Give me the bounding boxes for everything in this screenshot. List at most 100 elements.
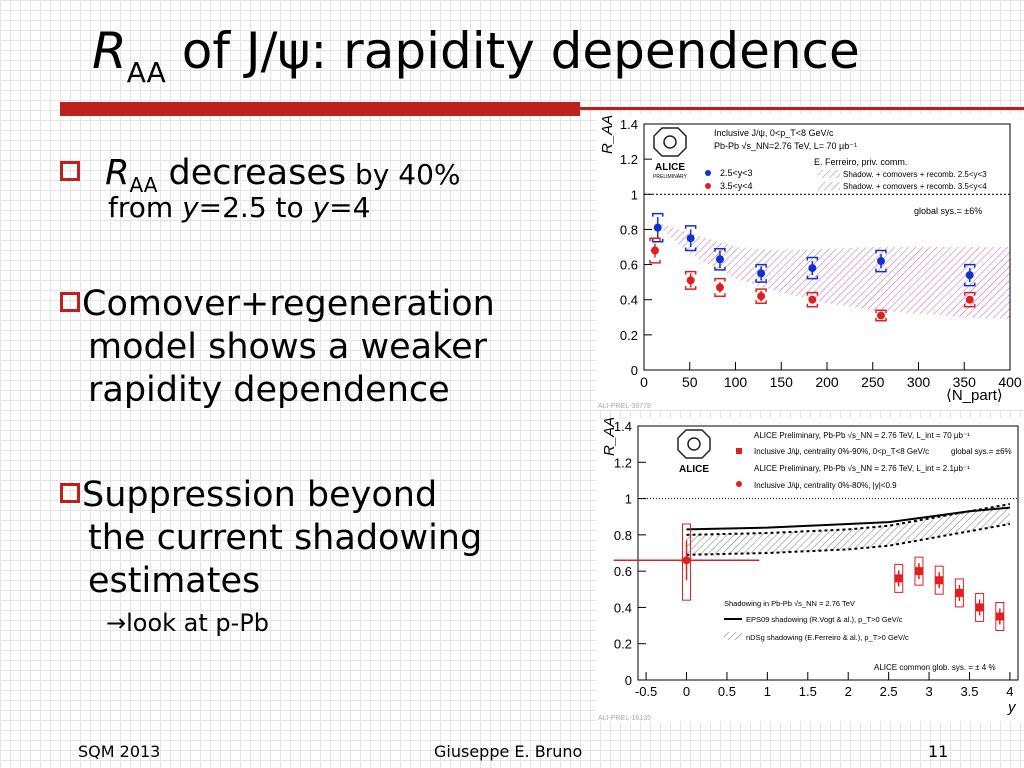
bullet-2-line3: rapidity dependence xyxy=(88,370,450,410)
sys-bracket xyxy=(684,225,697,252)
alice-logo-icon xyxy=(653,127,687,157)
alice-logo-inner-icon xyxy=(687,437,701,451)
ndsg-lower xyxy=(686,522,1011,556)
x-tick-label: 4 xyxy=(1006,684,1013,699)
sys-bracket xyxy=(875,309,887,322)
bullet-3-line3: estimates xyxy=(88,561,261,601)
legend-model-2: Shadow. + comovers + recomb. 3.5<y<4 xyxy=(843,182,987,191)
y-tick-label: 0.2 xyxy=(614,637,632,652)
data-point xyxy=(808,295,817,304)
plot-frame xyxy=(637,425,1019,681)
y-tick-label: 0.8 xyxy=(620,222,638,237)
legend-header-2: Pb-Pb √s_NN=2.76 TeV, L= 70 μb⁻¹ xyxy=(714,141,857,151)
legend-marker-circle xyxy=(736,481,742,487)
sys-bracket xyxy=(684,270,697,290)
x-tick-label: 0 xyxy=(683,684,690,699)
bullet-1-sub: AA xyxy=(129,173,158,197)
data-point xyxy=(914,567,923,576)
x-tick-label: 0 xyxy=(640,374,648,390)
x-tick-label: 150 xyxy=(770,374,794,390)
x-tick-label: 2 xyxy=(845,684,852,699)
bullet-1-line2: from y=2.5 to y=4 xyxy=(108,190,370,226)
data-point xyxy=(686,276,695,285)
checkbox-bullet-icon xyxy=(60,292,80,312)
legend-model-1: Shadow. + comovers + recomb. 2.5<y<3 xyxy=(843,170,987,179)
y-axis-label: R_AA xyxy=(601,418,618,456)
data-point xyxy=(715,255,724,264)
title-underline-bar xyxy=(60,102,580,116)
y-tick-label: 1.2 xyxy=(614,455,632,470)
x-axis-label: ⟨N_part⟩ xyxy=(946,387,1003,404)
legend-header-1: Inclusive J/ψ, 0<p_T<8 GeV/c xyxy=(714,128,834,138)
bullet-1-end: =4 xyxy=(329,191,371,224)
bullet-3: Suppression beyond the current shadowing… xyxy=(60,474,482,603)
title-rest: of J/ψ: rapidity dependence xyxy=(165,22,860,80)
y-tick-label: 1 xyxy=(625,492,632,507)
data-point xyxy=(808,264,817,273)
bullet-3-line1: Suppression beyond xyxy=(82,475,438,515)
x-tick-label: 2.5 xyxy=(880,684,898,699)
bullet-1-r: R xyxy=(105,153,130,193)
x-tick-label: 1 xyxy=(764,684,771,699)
ndsg-band xyxy=(686,504,1010,555)
alice-logo-icon xyxy=(677,429,711,459)
y-tick-label: 0.2 xyxy=(620,328,638,343)
y-tick-label: 0.4 xyxy=(614,600,632,615)
footer-page-number: 11 xyxy=(928,742,949,761)
x-tick-label: 1.5 xyxy=(799,684,817,699)
bullet-1-text: decreases xyxy=(157,153,347,193)
data-point xyxy=(682,556,691,565)
plot-1-svg: 0 0.2 0.4 0.6 0.8 1 1.2 1.4 0 50 100 150 200 250 300 35… xyxy=(598,115,1022,410)
alice-logo-text: ALICE xyxy=(655,162,685,173)
sys-bracket xyxy=(875,249,887,273)
x-tick-label: -0.5 xyxy=(635,684,657,699)
footer-author: Giuseppe E. Bruno xyxy=(434,742,583,761)
x-tick-label: 3 xyxy=(925,684,932,699)
legend-l4: Inclusive J/ψ, centrality 0%-80%, |y|<0.… xyxy=(754,481,897,490)
y-tick-label: 0.4 xyxy=(620,293,638,308)
sys-box xyxy=(682,523,692,601)
checkbox-bullet-icon xyxy=(60,483,80,503)
data-point xyxy=(965,295,974,304)
data-point xyxy=(757,269,766,278)
bullet-1-amount: by 40% xyxy=(346,158,461,191)
sys-bracket xyxy=(714,277,726,297)
plot-2-svg: 00.20.40.60.811.21.4-0.5 0 0.5 1 1.5 2 2.5 3 3.5… xyxy=(598,417,1019,722)
bullet-1: RAA decreases by 40% xyxy=(60,152,461,207)
x-tick-label: 0.5 xyxy=(718,684,736,699)
title-underline-line xyxy=(580,107,1024,110)
y-tick-label: 1.4 xyxy=(620,117,638,132)
data-point xyxy=(757,292,766,301)
alice-logo-inner-icon xyxy=(663,135,677,149)
data-point xyxy=(653,223,662,232)
y-tick-label: 1.4 xyxy=(614,419,632,434)
legend-common-sys: ALICE common glob. sys. = ± 4 % xyxy=(874,663,996,672)
data-point xyxy=(650,246,659,255)
legend-marker-blue xyxy=(705,170,711,176)
sys-bracket xyxy=(755,288,767,304)
data-point xyxy=(876,311,885,320)
title-r: R xyxy=(92,22,127,80)
data-point xyxy=(975,603,984,612)
legend-shadow-title: Shadowing in Pb-Pb √s_NN = 2.76 TeV xyxy=(724,599,855,608)
legend-ndsg-swatch xyxy=(724,632,742,640)
slide-title: RAA of J/ψ: rapidity dependence xyxy=(92,22,860,89)
y-tick-label: 1 xyxy=(631,187,638,202)
data-point xyxy=(876,257,885,266)
footer-conference: SQM 2013 xyxy=(78,742,161,761)
legend-series-1: 2.5<y<3 xyxy=(720,168,753,178)
y-tick-label: 1.2 xyxy=(620,152,638,167)
x-tick-label: 100 xyxy=(724,374,748,390)
bullet-1-mid: =2.5 to xyxy=(198,191,313,224)
data-point xyxy=(965,271,974,280)
x-tick-label: 200 xyxy=(815,374,839,390)
y-tick-label: 0.6 xyxy=(614,564,632,579)
data-point xyxy=(715,283,724,292)
bullet-2: Comover+regeneration model shows a weake… xyxy=(60,283,495,412)
x-tick-label: 3.5 xyxy=(960,684,978,699)
alice-logo-subtext: PRELIMINARY xyxy=(653,174,687,180)
data-point xyxy=(894,574,903,583)
y-tick-label: 0 xyxy=(631,363,638,378)
bullet-1-y2: y xyxy=(312,191,330,224)
sys-bracket xyxy=(755,263,767,283)
